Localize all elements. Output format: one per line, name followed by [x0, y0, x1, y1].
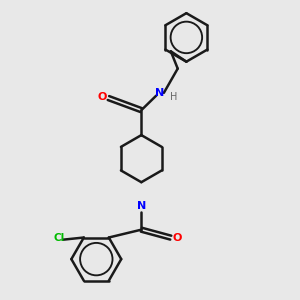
Text: N: N — [137, 202, 146, 212]
Text: O: O — [172, 233, 182, 243]
Text: Cl: Cl — [54, 233, 65, 243]
Text: N: N — [155, 88, 164, 98]
Text: H: H — [170, 92, 177, 102]
Text: O: O — [98, 92, 107, 102]
